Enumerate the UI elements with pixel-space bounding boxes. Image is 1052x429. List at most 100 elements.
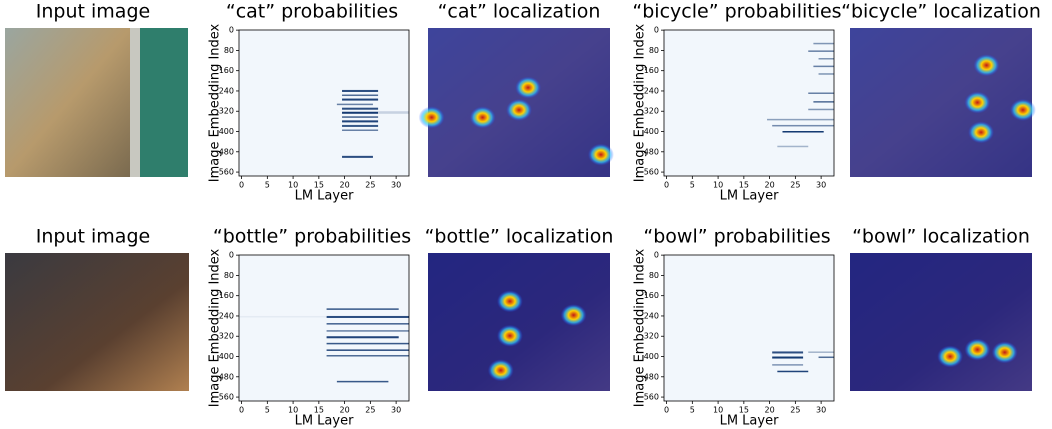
x-tick-label: 20 [340, 406, 350, 415]
x-tick-label: 20 [340, 181, 350, 190]
y-tick-label: 560 [219, 393, 234, 402]
y-tick-label: 480 [219, 147, 234, 156]
x-tick-label: 0 [239, 406, 244, 415]
x-tick-label: 25 [790, 181, 800, 190]
localization-title: “bowl” localization [852, 226, 1030, 248]
heat-band [782, 131, 824, 133]
x-tick-label: 25 [365, 181, 375, 190]
heat-band [772, 351, 804, 354]
x-tick-label: 30 [391, 181, 401, 190]
x-tick-label: 30 [391, 406, 401, 415]
heat-blob [1009, 98, 1036, 121]
x-tick-label: 10 [288, 181, 298, 190]
heat-band [342, 111, 379, 114]
heat-band [326, 354, 409, 357]
y-tick-label: 80 [649, 271, 659, 280]
y-tick-label: 400 [219, 352, 234, 361]
heat-blob [496, 290, 523, 313]
heat-blob [973, 54, 1000, 77]
heat-band [777, 145, 809, 148]
plot-title: “cat” probabilities [226, 1, 398, 23]
heat-blob [968, 121, 995, 144]
heat-band [767, 118, 834, 121]
x-tick-label: 20 [765, 181, 775, 190]
heat-band [777, 370, 809, 373]
y-tick-label: 560 [219, 168, 234, 177]
x-tick-label: 15 [314, 406, 324, 415]
heat-band [336, 380, 389, 383]
heat-blob [469, 106, 496, 129]
y-tick-label: 480 [644, 147, 659, 156]
photo-fence [140, 28, 188, 177]
y-tick-label: 160 [219, 66, 234, 75]
heat-band [772, 356, 804, 359]
heat-blob [496, 324, 523, 347]
y-tick-label: 160 [644, 291, 659, 300]
plot-title: “bicycle” probabilities [632, 1, 841, 23]
localization-title: “bicycle” localization [841, 1, 1041, 23]
heat-band [342, 155, 373, 158]
y-tick-label: 80 [649, 46, 659, 55]
x-tick-label: 0 [664, 406, 669, 415]
y-tick-label: 560 [644, 393, 659, 402]
heat-blob [515, 76, 542, 99]
x-tick-label: 25 [790, 406, 800, 415]
localization-title: “bottle” localization [425, 226, 614, 248]
heat-band [813, 101, 834, 103]
x-tick-label: 5 [265, 406, 270, 415]
heat-band [342, 94, 379, 97]
plot-title: “bowl” probabilities [643, 226, 830, 248]
localization-title: “cat” localization [438, 1, 601, 23]
heat-band [326, 330, 409, 332]
axes-frame [238, 29, 410, 177]
x-tick-label: 10 [713, 406, 723, 415]
heat-band [342, 116, 379, 118]
heat-blob [964, 91, 991, 114]
heat-blob [937, 345, 964, 368]
y-tick-label: 240 [219, 86, 234, 95]
y-tick-label: 320 [644, 107, 659, 116]
x-axis-label: LM Layer [720, 189, 779, 204]
y-tick-label: 160 [219, 291, 234, 300]
x-tick-label: 0 [239, 181, 244, 190]
y-tick-label: 400 [644, 352, 659, 361]
localization-overlay [850, 28, 1032, 177]
heat-band [336, 103, 373, 106]
heat-band [772, 364, 804, 366]
heat-band [326, 315, 409, 318]
x-tick-label: 15 [739, 406, 749, 415]
y-tick-label: 240 [644, 86, 659, 95]
input-title: Input image [36, 226, 150, 248]
y-tick-label: 240 [644, 311, 659, 320]
x-tick-label: 20 [765, 406, 775, 415]
y-tick-label: 0 [229, 251, 234, 260]
heat-band [326, 342, 409, 345]
heat-band [342, 107, 379, 110]
x-tick-label: 5 [690, 406, 695, 415]
y-tick-label: 480 [219, 372, 234, 381]
plot-title: “bottle” probabilities [213, 226, 411, 248]
x-tick-label: 5 [690, 181, 695, 190]
input-title: Input image [36, 1, 150, 23]
x-axis-label: LM Layer [295, 189, 354, 204]
heat-band [342, 98, 379, 101]
heatmap-bg [664, 30, 834, 176]
y-tick-label: 80 [224, 46, 234, 55]
heat-band [326, 323, 409, 325]
x-tick-label: 10 [713, 181, 723, 190]
x-axis-label: LM Layer [295, 414, 354, 429]
heat-band [342, 89, 379, 92]
x-tick-label: 15 [314, 181, 324, 190]
y-axis-label: Image Embedding Index [208, 23, 223, 182]
heat-band [772, 124, 834, 127]
heat-band [239, 315, 327, 318]
heat-blob [587, 143, 614, 166]
row: Input image “bottle” probabilities 0 5 10 15 2… [5, 226, 1032, 429]
x-tick-label: 0 [664, 181, 669, 190]
y-tick-label: 80 [224, 271, 234, 280]
heat-band [326, 349, 409, 351]
y-tick-label: 240 [219, 311, 234, 320]
heat-blob [991, 341, 1018, 364]
x-tick-label: 30 [816, 406, 826, 415]
